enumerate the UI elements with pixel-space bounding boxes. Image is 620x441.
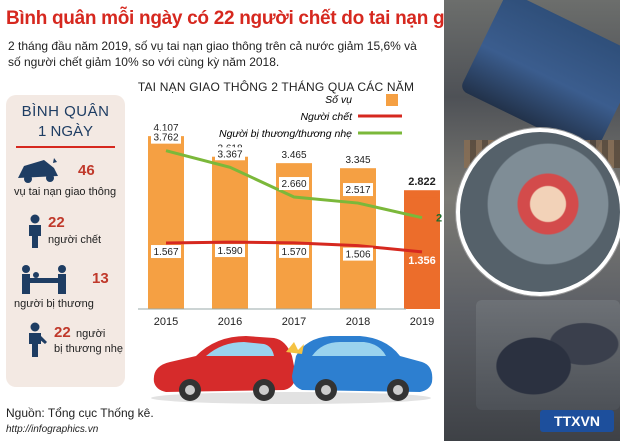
deaths-label-2018: 1.506 bbox=[345, 250, 370, 261]
source-url: http://infographics.vn bbox=[6, 424, 99, 435]
deaths-label-2019: 1.356 bbox=[408, 255, 436, 267]
stat-injured-label: người bị thương bbox=[14, 298, 94, 310]
injured-label-2015: 3.762 bbox=[153, 133, 178, 144]
deaths-label-box-2015 bbox=[151, 245, 181, 259]
deaths-label-box-2018 bbox=[343, 247, 373, 261]
injured-label-box-2017 bbox=[279, 177, 309, 191]
injured-label-2016: 3.367 bbox=[217, 149, 242, 160]
panel-divider bbox=[16, 146, 115, 148]
x-tick-2017: 2017 bbox=[282, 316, 306, 328]
stretcher-icon bbox=[22, 265, 66, 294]
injured-label-box-2016 bbox=[215, 147, 245, 161]
legend-label-deaths: Người chết bbox=[300, 111, 353, 123]
headline: Bình quân mỗi ngày có 22 người chết do t… bbox=[6, 8, 528, 29]
chart-legend: Số vụ Người chết Người bị thương/thương nh… bbox=[219, 94, 402, 140]
bar-label-2018: 3.345 bbox=[345, 155, 370, 166]
chart-title: TAI NẠN GIAO THÔNG 2 THÁNG QUA CÁC NĂM bbox=[137, 80, 415, 94]
injured-label-2019: 2.169 bbox=[436, 213, 442, 225]
ttxvn-logo: TTXVN bbox=[540, 410, 614, 432]
bar-label-2017: 3.465 bbox=[281, 150, 306, 161]
subheadline-line-2: số người chết giảm 10% so với cùng kỳ nă… bbox=[8, 55, 280, 69]
x-tick-2016: 2016 bbox=[218, 316, 242, 328]
stat-accidents-value: 46 bbox=[78, 162, 95, 179]
x-tick-2018: 2018 bbox=[346, 316, 370, 328]
daily-average-panel bbox=[6, 95, 125, 387]
injured-label-box-2018 bbox=[343, 183, 373, 197]
deaths-label-box-2017 bbox=[279, 244, 309, 258]
injured-person-icon bbox=[29, 322, 47, 357]
person-icon bbox=[29, 214, 41, 248]
legend-label-injured: Người bị thương/thương nhẹ bbox=[219, 128, 352, 140]
x-tick-2015: 2015 bbox=[154, 316, 178, 328]
injured-label-2018: 2.517 bbox=[345, 185, 370, 196]
bar-label-2015: 4.107 bbox=[153, 123, 178, 134]
stat-minor-injured-label-1: người bbox=[76, 328, 106, 340]
injured-line bbox=[165, 149, 423, 220]
stat-deaths-value: 22 bbox=[48, 214, 65, 231]
legend-swatch-cases bbox=[386, 94, 398, 106]
crashed-car-icon bbox=[18, 158, 58, 183]
deaths-label-box-2016 bbox=[215, 244, 245, 258]
accident-chart: 4.1073.6183.4653.3452.8223.7623.3672.660… bbox=[138, 94, 442, 328]
legend-label-cases: Số vụ bbox=[325, 94, 352, 106]
logo-text: TTXVN bbox=[554, 413, 600, 429]
injured-label-box-2015 bbox=[151, 130, 181, 144]
deaths-label-2017: 1.570 bbox=[281, 247, 306, 258]
deaths-label-box-2019 bbox=[407, 253, 437, 267]
injured-person-photo bbox=[456, 128, 620, 296]
x-tick-2019: 2019 bbox=[410, 316, 434, 328]
stat-minor-injured-label-2: bị thương nhẹ bbox=[54, 343, 124, 355]
bar-2015 bbox=[148, 136, 184, 309]
bar-2016 bbox=[212, 156, 248, 309]
crashed-motorbikes-photo bbox=[476, 300, 620, 410]
injured-label-box-2019 bbox=[407, 197, 437, 211]
stat-injured-value: 13 bbox=[92, 270, 109, 287]
source-note: Nguồn: Tổng cục Thống kê. bbox=[6, 406, 154, 420]
injured-label-2017: 2.660 bbox=[281, 179, 306, 190]
deaths-label-2016: 1.590 bbox=[217, 246, 242, 257]
car-crash-illustration bbox=[151, 336, 433, 404]
stat-accidents-label: vụ tai nạn giao thông bbox=[14, 186, 117, 198]
panel-title-line-1: BÌNH QUÂN bbox=[21, 103, 110, 120]
stat-minor-injured-value: 22 bbox=[54, 324, 71, 341]
deaths-label-2015: 1.567 bbox=[153, 247, 178, 258]
subheadline-line-1: 2 tháng đầu năm 2019, số vụ tai nạn giao… bbox=[8, 39, 417, 53]
stat-deaths-label: người chết bbox=[48, 234, 102, 246]
deaths-line bbox=[165, 240, 423, 254]
panel-title-line-2: 1 NGÀY bbox=[37, 123, 94, 140]
bar-label-2019: 2.822 bbox=[408, 176, 436, 188]
